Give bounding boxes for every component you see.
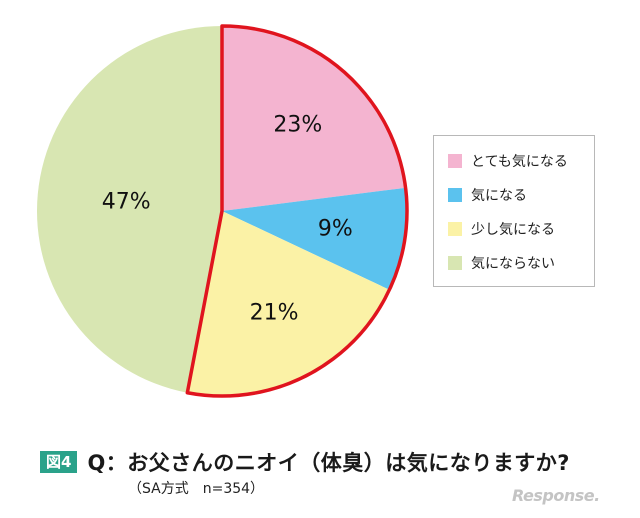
sample-note: （SA方式 n=354） [128, 481, 265, 497]
pie-slice-slightly-concerned [187, 211, 390, 397]
figure-number-badge: 図4 [40, 451, 78, 473]
response-logo-watermark: Response. [512, 486, 600, 505]
pie-chart: 23% 9% 21% 47% [37, 24, 409, 398]
slice-value-label-slightly-concerned: 21% [250, 301, 299, 326]
legend-item-slightly-concerned: 少し気になる [448, 212, 594, 246]
slice-value-label-very-concerned: 23% [273, 112, 322, 137]
slice-value-label-not-concerned: 47% [102, 189, 151, 214]
legend-item-very-concerned: とても気になる [448, 144, 594, 178]
legend-swatch [448, 154, 462, 168]
legend-swatch [448, 256, 462, 270]
legend-label: 気にならない [471, 256, 555, 272]
legend: とても気になる 気になる 少し気になる 気にならない [433, 135, 595, 287]
survey-question: Q：お父さんのニオイ（体臭）は気になりますか? [87, 451, 570, 475]
pie-slice-very-concerned [222, 26, 406, 211]
legend-swatch [448, 222, 462, 236]
slice-value-label-concerned: 9% [318, 216, 353, 241]
legend-label: 気になる [471, 188, 527, 204]
pie-slice-concerned [222, 187, 407, 290]
legend-label: 少し気になる [471, 222, 555, 238]
legend-label: とても気になる [471, 154, 568, 170]
pie-slice-not-concerned [37, 26, 223, 393]
legend-item-not-concerned: 気にならない [448, 246, 594, 280]
legend-swatch [448, 188, 462, 202]
legend-item-concerned: 気になる [448, 178, 594, 212]
figure-caption: 図4 Q：お父さんのニオイ（体臭）は気になりますか? [40, 447, 570, 477]
highlight-outline [185, 24, 409, 398]
